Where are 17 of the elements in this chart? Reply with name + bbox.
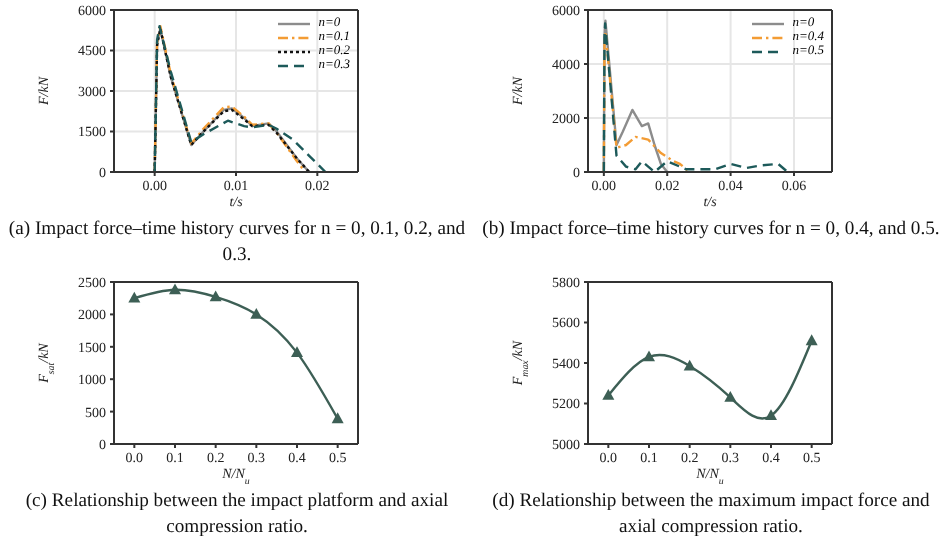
point (331, 412, 344, 424)
line-series (602, 22, 789, 172)
point (643, 350, 655, 362)
point (683, 359, 696, 371)
point (209, 290, 222, 302)
point (765, 409, 777, 421)
point (805, 334, 818, 346)
point (169, 283, 181, 295)
text: (c) Relationship between the impact platform and axial compression ratio. (23, 488, 451, 540)
point (602, 389, 615, 400)
text: (a) Impact force–time history curves for n = 0, 0.1, 0.2, and 0.3. (6, 216, 468, 268)
point (250, 308, 263, 319)
text: (d) Relationship between the maximum impact force and axial compression ratio. (490, 488, 932, 540)
text: (b) Impact force–time history curves for n = 0, 0.4, and 0.5. (480, 216, 942, 242)
point (291, 346, 303, 358)
point (128, 291, 141, 303)
point (724, 391, 737, 402)
